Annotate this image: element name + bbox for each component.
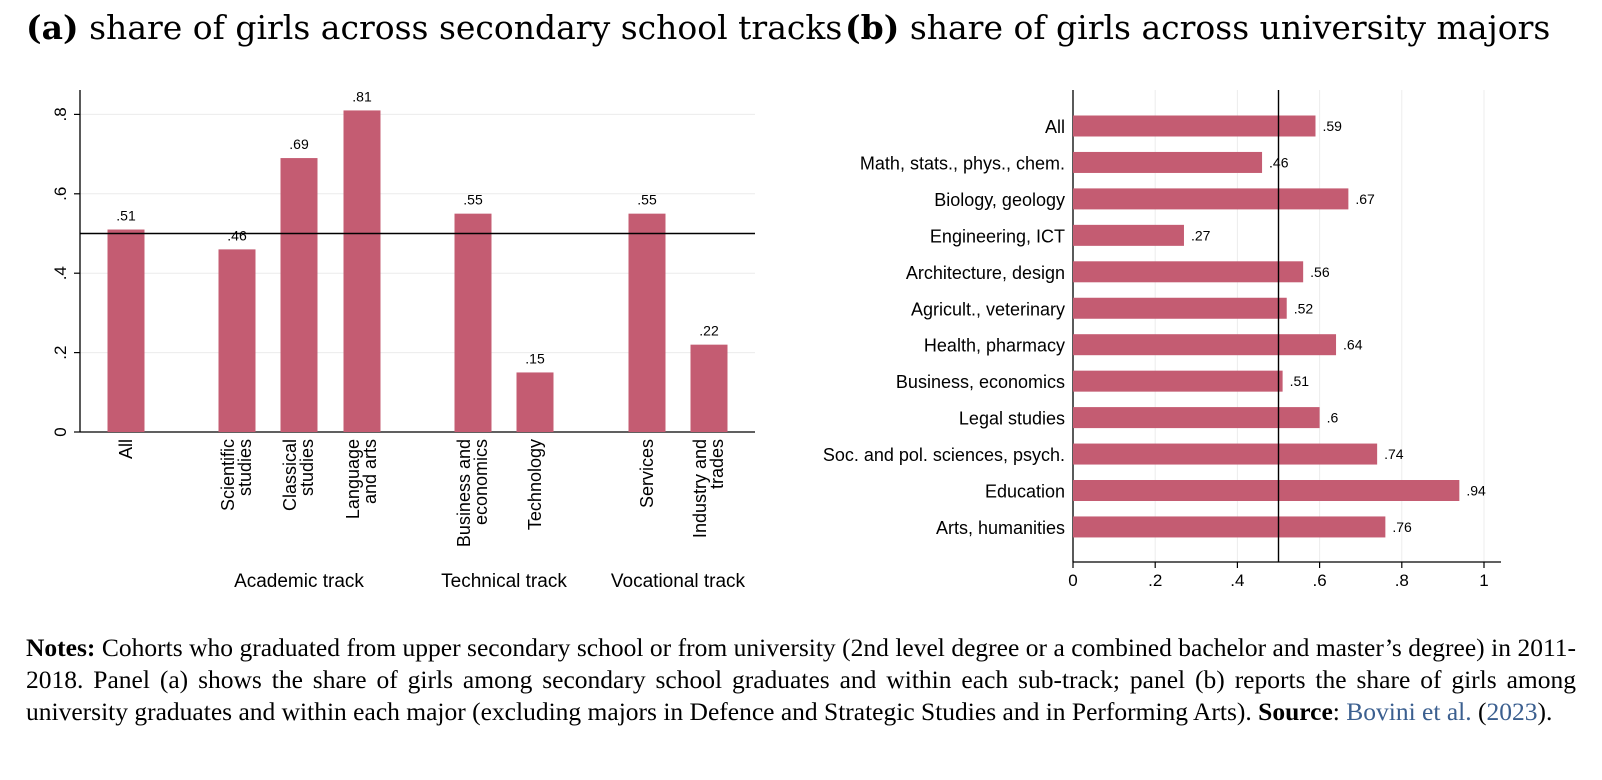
value-label-a: .15: [525, 350, 545, 366]
value-label-b: .59: [1322, 118, 1342, 134]
notes-text: Cohorts who graduated from upper seconda…: [26, 633, 1576, 726]
bar-a: [343, 110, 381, 433]
value-label-b: .52: [1294, 300, 1314, 316]
citation-close: ).: [1537, 697, 1553, 726]
value-label-b: .27: [1191, 227, 1211, 243]
category-label-a: studies: [235, 439, 255, 496]
bar-a: [690, 344, 728, 432]
y-tick-label-a: .2: [51, 346, 70, 360]
x-tick-label-b: .8: [1395, 571, 1409, 590]
x-tick-label-b: .4: [1230, 571, 1244, 590]
value-label-b: .94: [1466, 483, 1486, 499]
category-label-a: and arts: [360, 439, 380, 504]
category-label-b: Legal studies: [959, 409, 1065, 429]
value-label-a: .22: [699, 323, 719, 339]
value-label-a: .69: [289, 136, 309, 152]
panel-b-title: (b) share of girls across university maj…: [845, 8, 1550, 47]
bar-b: [1073, 224, 1184, 246]
citation-authors[interactable]: Bovini et al.: [1346, 697, 1472, 726]
y-tick-label-a: 0: [51, 427, 70, 436]
category-label-a: studies: [297, 439, 317, 496]
bar-b: [1073, 297, 1287, 319]
category-label-b: Math, stats., phys., chem.: [860, 153, 1065, 173]
value-label-a: .81: [352, 88, 372, 104]
charts-canvas: 0.2.4.6.8.51All.46Scientificstudies.69Cl…: [51, 88, 1501, 592]
value-label-a: .55: [463, 192, 483, 208]
bar-a: [218, 249, 256, 432]
bar-b: [1073, 261, 1304, 283]
category-label-a: Services: [637, 439, 657, 508]
category-label-a: Scientific: [218, 439, 238, 511]
value-label-b: .56: [1310, 264, 1330, 280]
bar-b: [1073, 334, 1337, 356]
bar-a: [454, 213, 492, 432]
bar-b: [1073, 188, 1349, 210]
value-label-a: .46: [227, 227, 247, 243]
y-tick-label-a: .6: [51, 187, 70, 201]
x-tick-label-b: 1: [1479, 571, 1488, 590]
x-tick-label-b: .6: [1313, 571, 1327, 590]
x-tick-label-b: .2: [1148, 571, 1162, 590]
bar-b: [1073, 516, 1386, 538]
bar-a: [628, 213, 666, 432]
x-tick-label-b: 0: [1068, 571, 1077, 590]
bar-a: [280, 158, 318, 432]
category-label-b: Agricult., veterinary: [911, 299, 1065, 319]
value-label-a: .51: [116, 208, 136, 224]
category-label-a: Business and: [454, 439, 474, 547]
citation-open: (: [1471, 697, 1487, 726]
y-tick-label-a: .8: [51, 107, 70, 121]
source-separator: :: [1332, 697, 1347, 726]
bar-b: [1073, 443, 1378, 465]
value-label-b: .67: [1355, 191, 1375, 207]
bar-b: [1073, 480, 1460, 501]
panel-a-tag: (a): [26, 8, 79, 47]
bar-a: [516, 372, 554, 432]
bar-b: [1073, 407, 1320, 429]
value-label-b: .6: [1327, 410, 1339, 426]
value-label-b: .76: [1392, 519, 1412, 535]
panel-b-title-text: share of girls across university majors: [909, 8, 1551, 47]
value-label-b: .51: [1290, 373, 1310, 389]
value-label-a: .55: [637, 192, 657, 208]
category-label-b: Health, pharmacy: [924, 336, 1065, 356]
y-tick-label-a: .4: [51, 266, 70, 280]
category-label-b: Soc. and pol. sciences, psych.: [823, 445, 1065, 465]
category-label-b: All: [1045, 117, 1065, 137]
bar-b: [1073, 151, 1263, 173]
category-label-a: Technology: [525, 439, 545, 530]
panel-a-title-text: share of girls across secondary school t…: [89, 8, 843, 47]
category-label-a: trades: [707, 439, 727, 489]
category-label-b: Education: [985, 482, 1065, 502]
notes-label: Notes:: [26, 633, 96, 662]
figure-notes: Notes: Cohorts who graduated from upper …: [26, 632, 1576, 728]
source-label: Source: [1258, 697, 1333, 726]
category-label-b: Architecture, design: [906, 263, 1065, 283]
category-label-a: economics: [471, 439, 491, 525]
category-label-a: Language: [343, 439, 363, 519]
bar-b: [1073, 370, 1283, 392]
bar-b: [1073, 115, 1316, 137]
category-label-b: Engineering, ICT: [930, 226, 1065, 246]
panel-a-title: (a) share of girls across secondary scho…: [26, 8, 842, 47]
group-label-a: Technical track: [441, 571, 567, 592]
category-label-a: Industry and: [690, 439, 710, 538]
category-label-a: All: [116, 439, 136, 459]
group-label-a: Vocational track: [611, 571, 746, 592]
citation-year[interactable]: 2023: [1486, 697, 1538, 726]
category-label-a: Classical: [280, 439, 300, 511]
value-label-b: .64: [1343, 337, 1363, 353]
value-label-b: .74: [1384, 446, 1404, 462]
category-label-b: Biology, geology: [934, 190, 1065, 210]
group-label-a: Academic track: [234, 571, 364, 592]
category-label-b: Business, economics: [896, 372, 1065, 392]
category-label-b: Arts, humanities: [936, 518, 1065, 538]
panel-b-tag: (b): [845, 8, 900, 47]
bar-a: [107, 229, 145, 432]
